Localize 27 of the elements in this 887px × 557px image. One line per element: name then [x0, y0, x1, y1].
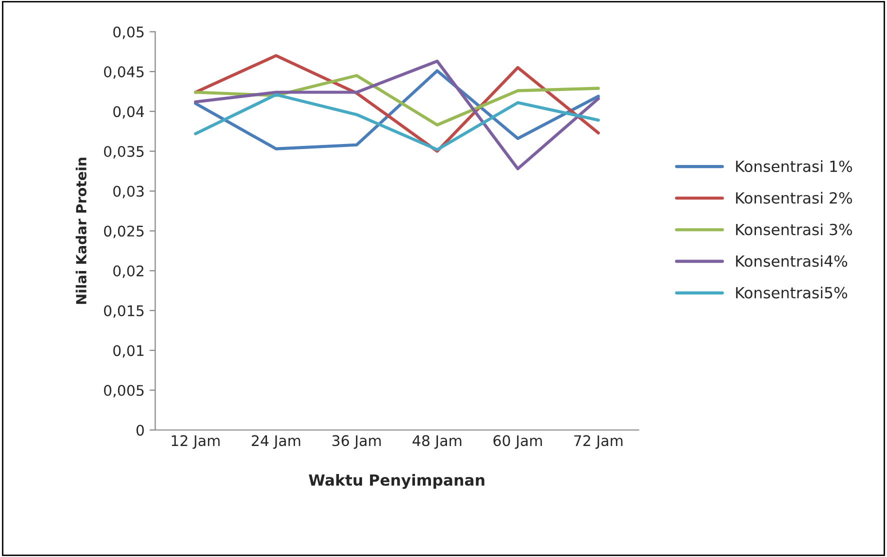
y-tick-label: 0,035 [104, 146, 144, 158]
line-series [194, 93, 600, 152]
y-tick-label: 0,03 [113, 186, 144, 198]
x-tick-label: 72 Jam [574, 435, 622, 449]
y-tick-label: 0,005 [104, 384, 144, 398]
y-tick-label: 0,01 [113, 345, 144, 358]
legend-label: Konsentrasi5% [736, 286, 848, 298]
line-series [194, 60, 600, 170]
x-tick-label: 36 Jam [332, 435, 381, 449]
y-tick-label: 0,025 [104, 226, 144, 238]
legend-label: Konsentrasi 1% [736, 160, 852, 172]
y-tick-label: 0,015 [104, 305, 144, 318]
legend-label: Konsentrasi 2% [736, 192, 852, 204]
y-tick-label: 0 [136, 424, 144, 436]
y-tick-label: 0,04 [113, 106, 144, 119]
y-tick-label: 0,02 [113, 265, 144, 278]
x-tick-label: 60 Jam [493, 435, 542, 449]
y-tick-label: 0,045 [104, 66, 144, 79]
y-tick-label: 0,05 [113, 26, 144, 39]
legend-label: Konsentrasi4% [736, 255, 848, 267]
legend-label: Konsentrasi 3% [736, 223, 852, 236]
line-series [194, 69, 600, 150]
x-tick-label: 12 Jam [172, 435, 220, 449]
x-axis-title: Waktu Penyimpanan [308, 474, 484, 489]
x-tick-label: 24 Jam [252, 435, 300, 449]
x-tick-label: 48 Jam [412, 435, 462, 449]
y-axis-title: Nilai Kadar Protein [76, 158, 86, 304]
